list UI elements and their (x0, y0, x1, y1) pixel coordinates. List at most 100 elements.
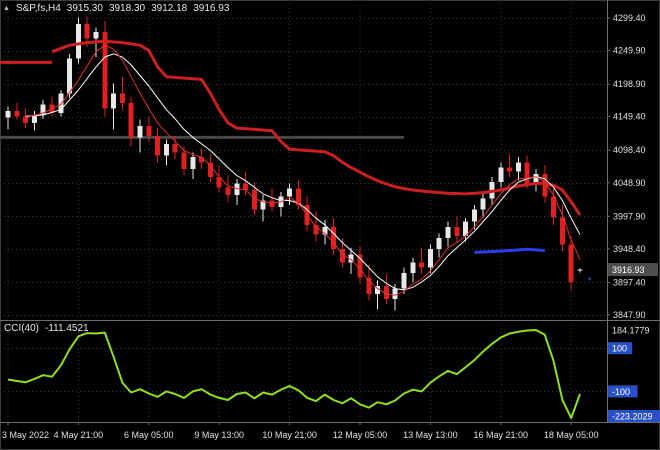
bull-candle (287, 188, 293, 197)
time-axis-label: 4 May 21:00 (54, 430, 104, 440)
indicator-value: -111.4521 (45, 323, 89, 334)
bull-candle (577, 269, 583, 271)
ma-medium-white-line (25, 53, 581, 291)
cci-level-badge (608, 385, 638, 398)
bear-candle (269, 200, 275, 208)
price-axis-label: 4249.90 (613, 46, 646, 56)
cci-line (7, 329, 581, 419)
price-axis-label: 3948.40 (613, 244, 646, 254)
bull-candle (410, 262, 416, 273)
bear-candle (146, 126, 152, 137)
bull-candle (111, 93, 117, 109)
bull-candle (75, 24, 81, 59)
bear-candle (181, 152, 187, 169)
bear-candle (419, 262, 425, 268)
bear-candle (507, 167, 513, 172)
bull-candle (67, 58, 73, 94)
bear-candle (551, 196, 557, 218)
bear-candle (172, 143, 178, 153)
bear-candle (251, 189, 257, 210)
bull-candle (322, 226, 328, 235)
blue-support-line (474, 247, 545, 254)
cci-scale[interactable]: 184.1779 100 -100 -223.2029 (608, 326, 660, 423)
bear-candle (313, 224, 319, 235)
bull-candle (163, 143, 169, 156)
bear-candle (383, 285, 389, 300)
price-axis-label: 4299.40 (613, 13, 646, 23)
time-axis-label: 12 May 05:00 (333, 430, 388, 440)
current-price-badge (608, 263, 658, 277)
bear-candle (155, 136, 161, 156)
bull-candle (234, 183, 240, 196)
bull-candle (463, 221, 469, 236)
bear-candle (14, 111, 20, 117)
bull-candle (533, 174, 539, 184)
cci-level-badge (608, 410, 660, 422)
bear-candle (207, 162, 213, 177)
bear-candle (295, 188, 301, 206)
bear-candle (128, 103, 134, 138)
indicator-label: CCI(40) -111.4521 (4, 323, 89, 334)
bull-candle (471, 209, 477, 222)
price-axis-label: 4149.40 (613, 112, 646, 122)
pane-separators (0, 0, 660, 423)
symbol-label: S&P,fs,H4 (15, 3, 61, 14)
indicator-name: CCI(40) (4, 323, 40, 334)
time-axis-label: 6 May 05:00 (124, 430, 174, 440)
cci-axis-label: 100 (612, 344, 627, 354)
ohlc-low: 3912.18 (151, 3, 188, 14)
bear-candle (339, 249, 345, 263)
cci-level-badge (608, 342, 633, 355)
ohlc-close: 3916.93 (193, 3, 230, 14)
bull-candle (445, 226, 451, 238)
price-axis-label: 3847.90 (613, 310, 646, 320)
bull-candle (31, 114, 37, 123)
bear-candle (454, 226, 460, 236)
bear-candle (524, 162, 530, 184)
time-scale[interactable]: 3 May 2022 4 May 21:00 6 May 05:00 9 May 13… (2, 422, 598, 440)
bull-candle (137, 126, 143, 138)
bull-candle (260, 200, 266, 210)
bear-candle (559, 217, 565, 245)
bull-candle (401, 272, 407, 289)
bear-candle (542, 174, 548, 197)
cci-axis-label: 184.1779 (612, 326, 650, 336)
bull-candle (5, 111, 11, 118)
bear-candle (23, 116, 29, 123)
time-axis-label: 16 May 21:00 (474, 430, 529, 440)
candles (5, 16, 583, 311)
ma-fast-red-line (25, 44, 581, 296)
current-price-value: 3916.93 (612, 265, 645, 275)
time-axis-label: 9 May 13:00 (194, 430, 244, 440)
bull-candle (348, 254, 354, 263)
price-axis-label: 4048.90 (613, 178, 646, 188)
ohlc-open: 3915.30 (66, 3, 103, 14)
symbol-triangle-icon: ▲ (3, 4, 10, 12)
bull-candle (515, 162, 521, 172)
bear-candle (199, 157, 205, 163)
bull-candle (375, 285, 381, 294)
time-axis-label: 18 May 05:00 (544, 430, 599, 440)
bear-candle (216, 176, 222, 188)
bull-candle (392, 288, 398, 300)
time-axis-label: 13 May 13:00 (403, 430, 458, 440)
bull-candle (436, 237, 442, 250)
bull-candle (40, 104, 46, 115)
bull-candle (93, 32, 99, 39)
ma-slow-red-line (51, 39, 582, 216)
bear-candle (331, 226, 337, 250)
bear-candle (357, 254, 363, 278)
bull-candle (427, 249, 433, 268)
bear-candle (568, 244, 574, 283)
bull-candle (480, 198, 486, 210)
last-bar-marker-icon: * (588, 275, 592, 285)
price-axis-label: 4098.40 (613, 145, 646, 155)
bear-candle (84, 24, 90, 39)
bear-candle (119, 93, 125, 104)
price-axis-label: 3997.90 (613, 211, 646, 221)
bear-candle (102, 32, 108, 109)
bear-candle (225, 187, 231, 196)
price-scale[interactable]: 4299.40 4249.90 4198.90 4149.40 4098.40 4048.… (607, 13, 658, 320)
